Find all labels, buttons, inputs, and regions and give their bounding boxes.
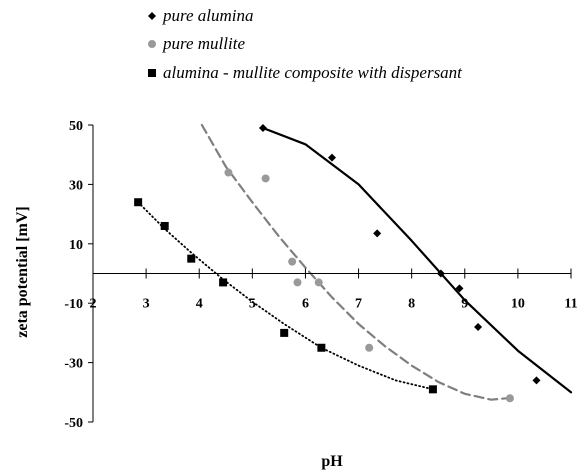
data-point-series-1: [532, 376, 541, 385]
x-axis-title: pH: [321, 453, 343, 470]
y-axis-title: zeta potential [mV]: [14, 206, 31, 338]
data-point-series-2: [288, 257, 297, 266]
x-tick-label: 6: [302, 297, 309, 312]
legend: pure alumina pure mullite alumina - mullit…: [148, 6, 463, 82]
x-tick-label: 7: [355, 297, 362, 312]
legend-marker-series-2: [148, 40, 156, 48]
x-tick-label: 9: [461, 297, 468, 312]
data-point-series-2: [505, 394, 514, 403]
x-tick-label: 4: [196, 297, 203, 312]
data-point-series-3: [428, 385, 437, 394]
x-tick-label: 2: [90, 297, 97, 312]
data-point-series-3: [134, 198, 143, 207]
y-tick-label: 50: [69, 119, 83, 134]
trend-line-series-3: [137, 201, 434, 391]
data-point-series-3: [317, 343, 326, 352]
data-point-series-1: [474, 322, 483, 331]
data-point-series-1: [455, 284, 464, 293]
y-tick-label: 10: [69, 238, 83, 253]
x-tick-label: 8: [408, 297, 415, 312]
legend-label-series-2: pure mullite: [162, 34, 245, 53]
y-tick-label: -10: [64, 297, 83, 312]
y-tick-label: -50: [64, 416, 83, 431]
y-tick-label: -30: [64, 357, 83, 372]
legend-label-series-3: alumina - mullite composite with dispers…: [163, 63, 463, 82]
legend-marker-series-3: [148, 69, 156, 77]
axes: 50 30 10 -10 -30 -50 2 3 4 5 6 7 8 9 10 11: [64, 119, 577, 431]
trend-line-series-2: [200, 123, 509, 401]
data-point-series-1: [436, 269, 445, 278]
data-point-series-3: [219, 278, 228, 287]
legend-marker-series-1: [148, 12, 156, 20]
data-point-series-1: [258, 123, 267, 132]
data-point-series-2: [314, 278, 323, 287]
data-point-series-1: [328, 153, 336, 162]
data-point-series-1: [373, 229, 382, 238]
data-point-series-2: [261, 174, 270, 183]
data-point-series-2: [365, 343, 374, 352]
x-tick-label: 5: [249, 297, 256, 312]
x-tick-label: 10: [511, 297, 525, 312]
y-tick-label: 30: [69, 178, 83, 193]
data-point-series-3: [187, 254, 196, 263]
trend-lines: [137, 123, 573, 401]
data-points: [134, 123, 541, 403]
data-point-series-3: [160, 221, 169, 230]
data-point-series-3: [280, 328, 289, 337]
data-point-series-2: [293, 278, 302, 287]
legend-label-series-1: pure alumina: [162, 6, 254, 25]
x-tick-label: 11: [564, 297, 577, 312]
trend-line-series-1: [261, 126, 573, 394]
x-tick-label: 3: [143, 297, 150, 312]
data-point-series-2: [224, 168, 233, 177]
